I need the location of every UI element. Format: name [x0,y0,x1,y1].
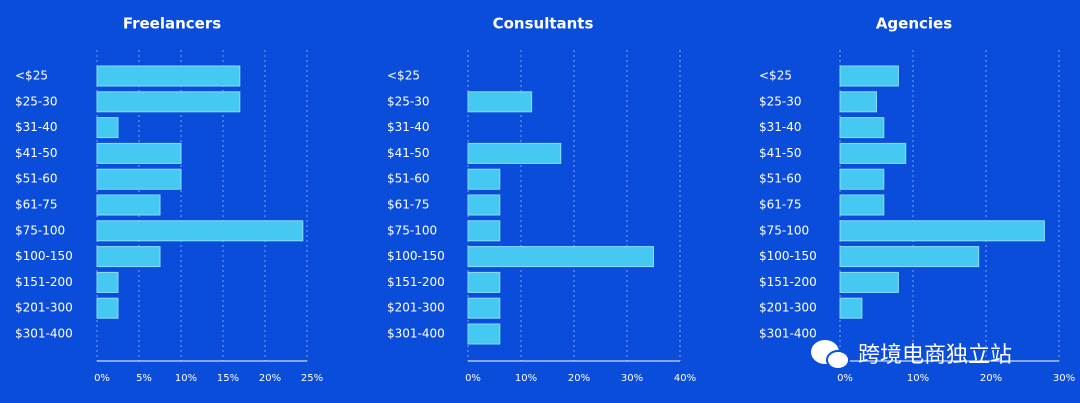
y-tick-label: $51-60 [759,172,802,186]
chart-title: Consultants [493,15,594,33]
y-tick-label: <$25 [759,69,792,83]
bar [839,297,863,319]
y-tick-label: $100-150 [759,249,817,263]
bar [96,65,241,87]
bar [467,168,501,190]
y-tick-label: $151-200 [759,275,817,289]
y-tick-label: $41-50 [387,146,430,160]
bar [96,194,161,216]
y-tick-label: $75-100 [387,223,437,237]
bar [467,91,533,113]
watermark-text: 跨境电商独立站 [858,343,1012,368]
watermark-icon [826,350,850,370]
y-tick-label: $151-200 [387,275,445,289]
y-tick-label: $41-50 [15,146,58,160]
x-tick-label: 25% [301,373,323,384]
x-tick-label: 0% [94,373,110,384]
bar [839,91,877,113]
y-tick-label: $61-75 [387,198,430,212]
y-tick-label: $75-100 [759,223,809,237]
bar [839,168,885,190]
x-tick-label: 30% [1053,373,1075,384]
bar [839,271,899,293]
x-tick-label: 30% [621,373,643,384]
y-tick-label: $201-300 [15,301,73,315]
bar [467,297,501,319]
x-tick-label: 10% [907,373,929,384]
bar [96,271,119,293]
chart-title: Freelancers [123,15,221,33]
y-tick-label: $301-400 [759,327,817,341]
y-tick-label: $25-30 [759,94,802,108]
y-tick-label: $51-60 [387,172,430,186]
bar [467,246,654,268]
y-tick-label: <$25 [15,69,48,83]
bar [467,323,501,345]
y-tick-label: $301-400 [15,327,73,341]
y-tick-label: $201-300 [759,301,817,315]
bar [96,246,161,268]
bar [467,271,501,293]
watermark: 跨境电商独立站 [811,340,1012,370]
bar [467,142,562,164]
bar [839,194,885,216]
y-tick-label: $25-30 [15,94,58,108]
bar [839,65,899,87]
y-tick-label: $201-300 [387,301,445,315]
chart-title: Agencies [876,15,952,33]
bar [839,142,907,164]
y-tick-label: $31-40 [387,120,430,134]
x-tick-label: 20% [259,373,281,384]
x-tick-label: 0% [837,373,853,384]
y-tick-label: <$25 [387,69,420,83]
x-tick-label: 20% [980,373,1002,384]
y-tick-label: $25-30 [387,94,430,108]
x-tick-label: 0% [465,373,481,384]
y-tick-label: $51-60 [15,172,58,186]
y-tick-label: $100-150 [387,249,445,263]
x-tick-label: 40% [674,373,696,384]
y-tick-label: $31-40 [15,120,58,134]
y-tick-label: $61-75 [15,198,58,212]
x-tick-label: 15% [217,373,239,384]
x-tick-label: 20% [568,373,590,384]
y-tick-label: $61-75 [759,198,802,212]
y-tick-label: $75-100 [15,223,65,237]
x-tick-label: 10% [175,373,197,384]
y-tick-label: $151-200 [15,275,73,289]
y-tick-label: $100-150 [15,249,73,263]
bar [467,194,501,216]
x-tick-label: 10% [515,373,537,384]
y-tick-label: $41-50 [759,146,802,160]
bar [96,220,304,242]
bar [839,220,1045,242]
y-tick-label: $31-40 [759,120,802,134]
bar [96,297,119,319]
bar [839,246,980,268]
bar [96,91,241,113]
x-tick-label: 5% [136,373,152,384]
bar [96,142,182,164]
bar [467,220,501,242]
bar [96,117,119,139]
bar [96,168,182,190]
y-tick-label: $301-400 [387,327,445,341]
bar [839,117,885,139]
